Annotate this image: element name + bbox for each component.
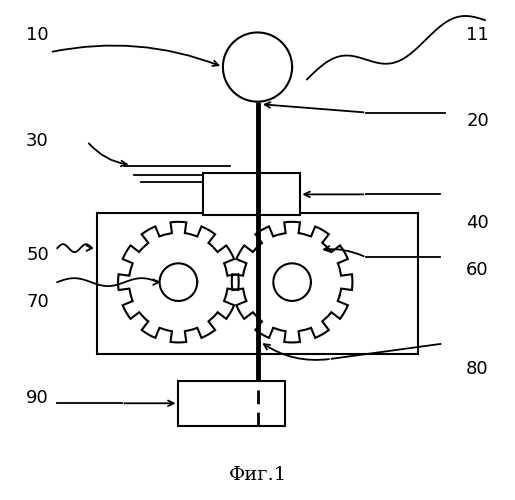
Text: 90: 90 [26,390,49,407]
Text: Фиг.1: Фиг.1 [229,466,286,484]
Text: 11: 11 [466,26,489,44]
Text: 10: 10 [26,26,49,44]
Text: 40: 40 [466,214,489,232]
Text: 60: 60 [466,261,489,279]
Text: 80: 80 [466,360,489,378]
Text: 70: 70 [26,293,49,311]
Bar [178,381,285,426]
Text: 50: 50 [26,246,49,264]
Bar [97,213,418,354]
Bar [203,174,300,216]
Text: 20: 20 [466,112,489,130]
Text: 30: 30 [26,132,49,150]
